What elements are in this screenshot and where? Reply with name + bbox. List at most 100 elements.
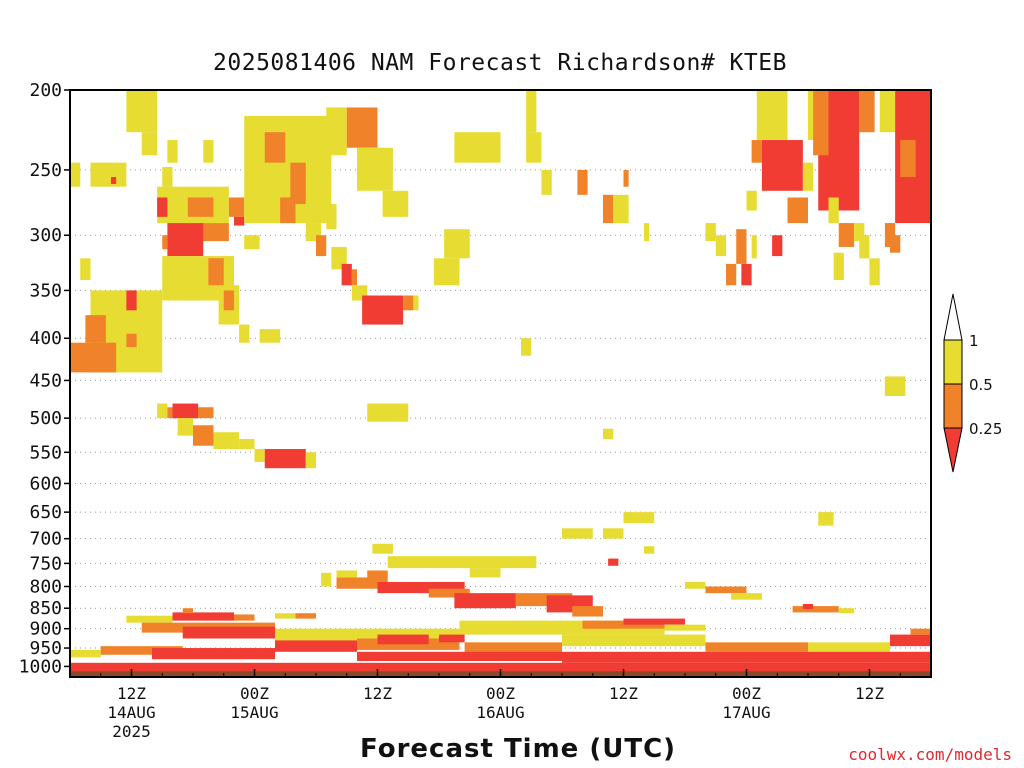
ri-cell-92 (741, 263, 752, 286)
ri-cell-100 (818, 512, 834, 526)
x-tick-label-2-0: 12Z (363, 684, 392, 703)
ri-cell-98 (890, 235, 901, 253)
ri-cell-34 (316, 235, 327, 257)
legend-label-0: 1 (969, 332, 979, 350)
ri-cell-146 (890, 634, 931, 647)
ri-cell-140 (377, 634, 429, 645)
ri-cell-107 (469, 568, 501, 578)
ri-cell-35 (326, 204, 337, 230)
ri-cell-24 (126, 290, 137, 311)
ri-cell-32 (280, 197, 296, 224)
y-tick-label-950: 950 (29, 638, 62, 659)
ri-cell-87 (813, 90, 829, 156)
ri-cell-110 (336, 577, 378, 589)
ri-cell-126 (172, 612, 234, 621)
ri-cell-6 (162, 167, 173, 187)
ri-cell-148 (70, 649, 101, 658)
ri-cell-9 (157, 197, 168, 217)
ri-cell-115 (454, 593, 516, 609)
ri-cell-50 (526, 90, 537, 133)
ri-cell-84 (802, 162, 814, 191)
ri-cell-25 (126, 333, 137, 348)
ri-cell-144 (705, 642, 808, 652)
ri-cell-127 (182, 608, 193, 614)
ri-cell-81 (756, 90, 788, 141)
x-tick-label-3-0: 00Z (486, 684, 515, 703)
y-tick-label-200: 200 (29, 80, 62, 101)
ri-cell-95 (705, 223, 716, 242)
ri-cell-77 (838, 223, 855, 247)
ri-cell-55 (613, 194, 629, 224)
ri-cell-46 (413, 295, 419, 311)
ri-cell-150 (152, 648, 275, 660)
ri-cell-145 (808, 642, 890, 652)
ri-cell-17 (208, 258, 224, 286)
y-tick-label-850: 850 (29, 598, 62, 619)
x-tick-label-5-1: 17AUG (722, 703, 770, 722)
ri-cell-54 (603, 194, 614, 224)
ri-cell-101 (562, 528, 593, 539)
y-tick-label-650: 650 (29, 502, 62, 523)
ri-cell-3 (203, 140, 214, 163)
ri-cell-147 (910, 628, 931, 635)
ri-cell-85 (746, 190, 757, 211)
ri-cell-63 (193, 425, 214, 446)
ri-cell-102 (603, 528, 624, 539)
ri-cell-88 (828, 197, 839, 224)
ri-cell-10 (187, 197, 214, 217)
x-tick-label-3-1: 16AUG (476, 703, 524, 722)
ri-cell-78 (854, 223, 865, 242)
ri-cell-109 (321, 572, 332, 587)
x-tick-label-0-2: 2025 (112, 722, 151, 741)
ri-cell-27 (259, 329, 281, 343)
ri-cell-15 (167, 223, 204, 257)
ri-cell-48 (444, 229, 470, 259)
ri-cell-5 (90, 162, 127, 187)
ri-cell-122 (792, 606, 839, 613)
ri-cell-4 (70, 162, 81, 187)
richardson-cells (70, 90, 931, 672)
ri-cell-105 (372, 543, 393, 554)
x-tick-label-0-1: 14AUG (107, 703, 155, 722)
ri-cell-13 (198, 223, 229, 242)
ri-cell-20 (244, 235, 260, 250)
ri-cell-61 (172, 403, 199, 419)
ri-cell-36 (326, 107, 347, 156)
x-tick-label-4-0: 12Z (609, 684, 638, 703)
x-tick-label-1-1: 15AUG (230, 703, 278, 722)
ri-cell-114 (428, 588, 470, 598)
ri-cell-38 (357, 147, 393, 191)
y-tick-label-500: 500 (29, 408, 62, 429)
ri-cell-68 (305, 452, 316, 469)
ri-cell-111 (367, 570, 388, 582)
ri-cell-104 (644, 546, 655, 554)
ri-cell-11 (228, 197, 245, 217)
legend-swatch-high (943, 339, 963, 385)
ri-cell-57 (644, 223, 650, 242)
legend-swatch-mid (943, 383, 963, 429)
ri-cell-93 (736, 229, 747, 264)
ri-cell-45 (403, 295, 414, 311)
ri-cell-128 (234, 614, 255, 621)
y-tick-label-450: 450 (29, 370, 62, 391)
ri-cell-99 (884, 376, 906, 397)
ri-cell-19 (223, 290, 234, 311)
ri-cell-12 (234, 216, 245, 226)
y-tick-label-300: 300 (29, 225, 62, 246)
ri-cell-39 (382, 190, 409, 217)
x-axis-label: Forecast Time (UTC) (360, 734, 677, 764)
y-tick-label-800: 800 (29, 576, 62, 597)
y-tick-label-350: 350 (29, 280, 62, 301)
legend-label-1: 0.5 (969, 376, 993, 394)
ri-cell-97 (869, 258, 880, 286)
credit-link[interactable]: coolwx.com/models (848, 745, 1012, 764)
ri-cell-82 (751, 140, 762, 163)
ri-cell-80 (859, 235, 870, 259)
ri-cell-137 (664, 624, 706, 631)
ri-cell-90 (715, 235, 726, 257)
ri-cell-56 (623, 169, 629, 187)
ri-cell-22 (85, 315, 106, 343)
ri-cell-31 (290, 162, 306, 205)
